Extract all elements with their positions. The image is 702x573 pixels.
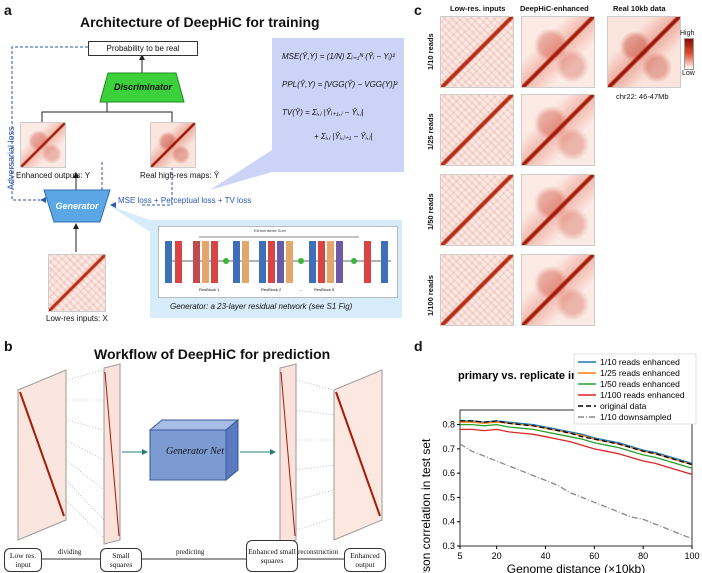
x-tick-label: 5 — [457, 551, 462, 561]
hic-real — [607, 16, 681, 88]
discriminator-shape — [99, 72, 185, 103]
y-tick-label: 0.5 — [442, 492, 455, 502]
series-line-5 — [459, 443, 693, 540]
formula-tv-1: TV(Ŷ) = Σᵢ,ⱼ |Ŷᵢ₊₁,ⱼ − Ŷᵢ,ⱼ| — [282, 108, 364, 117]
formula-mse: MSE(Ŷ,Y) = (1/N) Σᵢ₌₁ᴺ (Ŷᵢ − Yᵢ)² — [282, 52, 395, 61]
row-label-1-50: 1/50 reads — [426, 193, 435, 230]
generator-net-label: Generator Net — [165, 446, 225, 457]
residual-network-diagram: Elementwise Sum ResBlock 1 ResBlock 2 ..… — [158, 226, 398, 298]
generator-label: Generator — [55, 201, 99, 211]
panel-b-letter: b — [4, 338, 13, 354]
step-lowres-input: Low res. input — [4, 548, 42, 572]
series-line-2 — [460, 423, 693, 469]
formula-ppl: PPL(Ŷ,Y) = [VGG(Ŷ) − VGG(Y)]² — [282, 80, 398, 89]
arrow-label-reconstruction: reconstruction — [298, 548, 339, 556]
x-tick-label: 60 — [589, 551, 599, 561]
step-small-squares: Small squares — [100, 548, 142, 572]
enhanced-outputs-label: Enhanced outputs: Y — [16, 171, 91, 180]
y-tick-label: 0.6 — [442, 468, 455, 478]
generator-caption: Generator: a 23-layer residual network (… — [170, 302, 353, 311]
adversarial-loss-label: Adversarial loss — [6, 126, 16, 190]
legend-label-3: 1/100 reads enhanced — [600, 390, 685, 400]
x-tick-label: 100 — [684, 551, 699, 561]
hic-enhanced-1-50 — [521, 174, 595, 246]
step-enhanced-squares: Enhanced small squares — [246, 540, 298, 572]
panel-d-letter: d — [414, 338, 423, 354]
net-block-dots: ... — [299, 287, 303, 292]
net-block-1: ResBlock 1 — [199, 287, 220, 292]
panel-a-title: Architecture of DeepHiC for training — [80, 14, 320, 30]
real-highres-map — [150, 122, 196, 168]
panel-b-title: Workflow of DeepHiC for prediction — [94, 346, 331, 362]
colorbar — [684, 38, 694, 70]
x-tick-label: 80 — [638, 551, 648, 561]
row-label-1-100: 1/100 reads — [426, 275, 435, 316]
correlation-chart: 0.3 0.4 0.5 0.6 0.7 0.8 5 20 40 60 80 100 Genome dis… — [419, 353, 700, 573]
arrow-label-predicting: predicting — [176, 548, 205, 556]
formula-tv-2: + Σᵢ,ⱼ |Ŷᵢ,ⱼ₊₁ − Ŷᵢ,ⱼ| — [314, 132, 373, 141]
panel-c-letter: c — [414, 2, 422, 18]
loss-label: MSE loss + Perceptual loss + TV loss — [118, 196, 252, 205]
net-block-2: ResBlock 2 — [261, 287, 282, 292]
col-header-lowres: Low-res. inputs — [450, 4, 506, 13]
net-block-5: ResBlock 5 — [314, 287, 335, 292]
colorbar-low: Low — [682, 70, 695, 77]
series-line-0 — [460, 420, 693, 465]
panel-b-diagram — [17, 363, 383, 560]
y-axis-label: Pearson correlation in test set — [419, 438, 433, 573]
step-enhanced-output: Enhanced output — [344, 548, 386, 572]
row-label-1-25: 1/25 reads — [426, 113, 435, 150]
hic-enhanced-1-10 — [521, 16, 595, 88]
x-tick-label: 40 — [540, 551, 550, 561]
y-tick-label: 0.3 — [442, 541, 455, 551]
legend-label-4: original data — [600, 401, 647, 411]
legend-label-5: 1/10 downsampled — [600, 412, 672, 422]
plot-frame — [459, 409, 693, 547]
hic-lowres-1-10 — [440, 16, 514, 88]
lowres-input-map — [48, 254, 106, 312]
enhanced-output-map — [20, 122, 66, 168]
hic-enhanced-1-25 — [521, 94, 595, 166]
hic-lowres-1-50 — [440, 174, 514, 246]
arrow-label-dividing: dividing — [58, 548, 82, 556]
region-label: chr22: 46-47Mb — [616, 92, 669, 101]
y-tick-label: 0.8 — [442, 420, 455, 430]
legend-box — [573, 353, 697, 425]
x-axis-label: Genome distance (×10kb) — [507, 562, 645, 573]
hic-lowres-1-25 — [440, 94, 514, 166]
series-line-3 — [460, 428, 693, 476]
chart-title: primary vs. replicate in — [458, 370, 578, 382]
discriminator-label: Discriminator — [113, 82, 173, 92]
hic-lowres-1-100 — [440, 254, 514, 326]
series-line-1 — [460, 421, 693, 466]
x-tick-label: 20 — [492, 551, 502, 561]
col-header-enhanced: DeepHiC-enhanced — [520, 4, 589, 13]
probability-box: Probability to be real — [88, 41, 198, 56]
legend-label-0: 1/10 reads enhanced — [600, 357, 680, 367]
col-header-real: Real 10kb data — [613, 4, 666, 13]
panel-a-letter: a — [4, 2, 12, 18]
y-tick-label: 0.7 — [442, 444, 455, 454]
generator-shape — [43, 189, 111, 223]
colorbar-high: High — [680, 30, 695, 37]
legend-label-1: 1/25 reads enhanced — [600, 368, 680, 378]
real-maps-label: Real high-res maps: Ŷ — [140, 171, 220, 180]
lowres-inputs-label: Low-res inputs: X — [46, 314, 108, 323]
legend-label-2: 1/50 reads enhanced — [600, 379, 680, 389]
row-label-1-10: 1/10 reads — [426, 33, 435, 70]
net-top-label: Elementwise Sum — [254, 228, 287, 233]
hic-enhanced-1-100 — [521, 254, 595, 326]
y-tick-label: 0.4 — [442, 517, 455, 527]
